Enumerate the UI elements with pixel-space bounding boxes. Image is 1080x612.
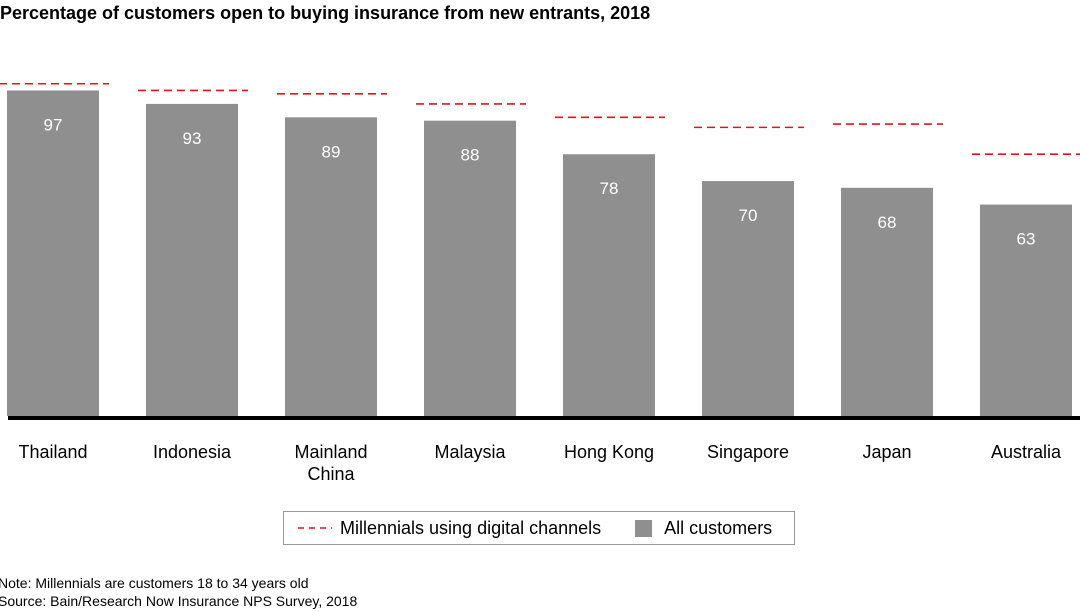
legend: Millennials using digital channels All c… [283, 511, 795, 545]
category-label: Australia [991, 442, 1062, 462]
data-label: 68 [878, 213, 897, 232]
legend-label-all-customers: All customers [664, 517, 773, 538]
data-label: 89 [322, 142, 341, 161]
bar-thailand [7, 90, 99, 416]
bar-hong-kong [563, 154, 655, 416]
category-label: Singapore [707, 442, 789, 462]
category-label: Hong Kong [564, 442, 654, 462]
bar-indonesia [146, 103, 238, 416]
data-label: 78 [600, 179, 619, 198]
category-label: Mainland [294, 442, 367, 462]
category-label: Indonesia [153, 442, 232, 462]
data-label: 97 [44, 115, 63, 134]
bar-australia [980, 204, 1072, 416]
data-label: 63 [1017, 230, 1036, 249]
footnote-source: Source: Bain/Research Now Insurance NPS … [0, 593, 358, 609]
legend-label-millennials: Millennials using digital channels [340, 517, 602, 538]
bar-japan [841, 187, 933, 416]
data-label: 70 [739, 206, 758, 225]
category-label: Thailand [18, 442, 87, 462]
bar-mainland-china [285, 117, 377, 416]
bar-malaysia [424, 120, 516, 416]
chart-title: Percentage of customers open to buying i… [0, 3, 651, 23]
category-label: China [307, 464, 355, 484]
data-label: 88 [461, 146, 480, 165]
footnote-note: Note: Millennials are customers 18 to 34… [0, 575, 309, 591]
category-label: Malaysia [434, 442, 506, 462]
dashed-line-legend-icon [298, 527, 332, 529]
category-label: Japan [862, 442, 911, 462]
gray-square-legend-icon [635, 519, 653, 537]
bar-singapore [702, 181, 794, 416]
data-label: 93 [183, 129, 202, 148]
